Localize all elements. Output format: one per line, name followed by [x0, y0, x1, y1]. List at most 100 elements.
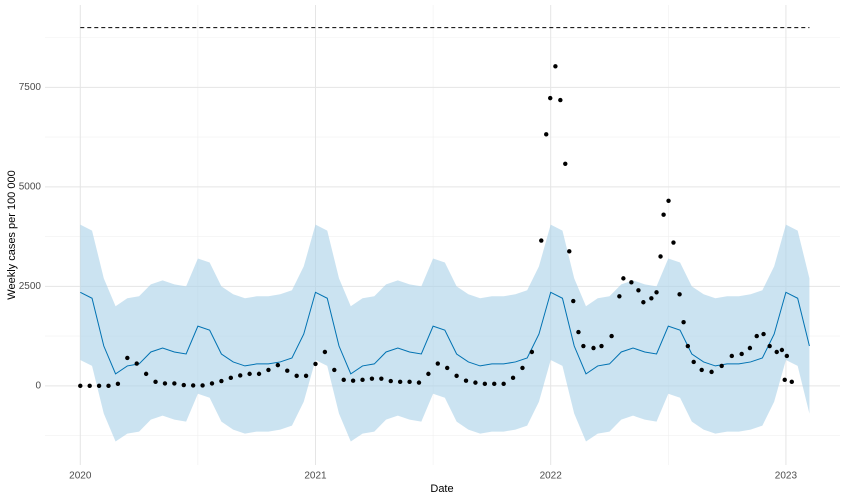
- data-point: [369, 376, 375, 381]
- data-point: [761, 331, 766, 337]
- data-point: [576, 329, 581, 335]
- data-point: [426, 371, 431, 377]
- data-point: [636, 288, 641, 293]
- data-point: [162, 381, 168, 386]
- data-point: [621, 276, 626, 281]
- data-point: [681, 319, 686, 325]
- data-point: [617, 294, 622, 299]
- data-point: [247, 371, 252, 377]
- data-point: [285, 368, 290, 373]
- data-point: [789, 379, 794, 385]
- data-point: [275, 362, 281, 368]
- data-point: [529, 349, 535, 355]
- data-point: [492, 381, 497, 387]
- data-point: [322, 349, 328, 355]
- data-point: [729, 353, 735, 359]
- data-point: [779, 347, 785, 353]
- data-point: [435, 361, 440, 366]
- y-tick-label: 7500: [19, 82, 42, 93]
- data-point: [153, 379, 158, 385]
- data-point: [181, 382, 186, 388]
- x-tick-label: 2023: [775, 471, 798, 482]
- data-point: [482, 381, 488, 387]
- data-point: [671, 240, 676, 245]
- data-point: [641, 300, 646, 305]
- data-point: [416, 380, 422, 385]
- data-point: [209, 381, 215, 386]
- data-point: [539, 238, 544, 243]
- data-point: [78, 383, 83, 389]
- data-point: [666, 198, 671, 203]
- data-point: [294, 373, 299, 379]
- data-point: [256, 371, 262, 377]
- data-point: [96, 383, 102, 389]
- data-point: [379, 376, 384, 381]
- data-point: [767, 343, 772, 349]
- x-axis-title: Date: [430, 483, 453, 495]
- data-point: [784, 353, 790, 359]
- data-point: [739, 351, 744, 357]
- data-point: [350, 378, 356, 383]
- data-point: [360, 377, 365, 383]
- data-point: [266, 367, 271, 373]
- data-point: [544, 132, 549, 137]
- data-point: [782, 377, 787, 383]
- data-point: [661, 212, 666, 217]
- data-point: [719, 363, 724, 369]
- data-point: [677, 292, 682, 297]
- x-tick-label: 2021: [304, 471, 327, 482]
- data-point: [548, 95, 553, 101]
- data-point: [303, 373, 309, 379]
- data-point: [649, 296, 654, 301]
- data-point: [691, 359, 696, 365]
- uncertainty-band: [80, 224, 810, 442]
- data-point: [581, 343, 586, 349]
- data-point: [407, 379, 412, 385]
- y-tick-label: 5000: [19, 181, 42, 192]
- data-point: [553, 64, 558, 69]
- data-point: [341, 377, 346, 383]
- data-point: [445, 365, 450, 371]
- data-point: [709, 369, 714, 375]
- data-point: [463, 378, 469, 383]
- data-point: [473, 380, 478, 385]
- data-point: [134, 361, 139, 366]
- data-point: [599, 343, 604, 349]
- data-point: [397, 379, 403, 385]
- data-point: [591, 345, 596, 351]
- data-point: [332, 367, 337, 373]
- data-point: [388, 378, 393, 384]
- data-point: [754, 333, 759, 339]
- data-point: [172, 381, 177, 386]
- data-point: [571, 298, 576, 304]
- data-point: [200, 383, 205, 388]
- data-point: [658, 254, 663, 259]
- data-point: [510, 375, 516, 381]
- data-point: [87, 383, 92, 389]
- data-point: [774, 349, 779, 355]
- data-point: [125, 355, 130, 361]
- y-tick-label: 0: [35, 380, 41, 391]
- data-point: [563, 161, 568, 166]
- data-point: [609, 333, 614, 339]
- x-tick-label: 2022: [540, 471, 563, 482]
- data-point: [558, 97, 563, 103]
- x-tick-label: 2020: [69, 471, 92, 482]
- data-point: [629, 280, 634, 285]
- data-point: [520, 365, 525, 371]
- data-point: [219, 378, 224, 384]
- data-point: [238, 373, 243, 378]
- data-point: [685, 343, 691, 349]
- data-point: [143, 371, 149, 377]
- data-point: [115, 381, 121, 387]
- data-point: [747, 345, 753, 351]
- y-axis-title: Weekly cases per 100 000: [6, 170, 18, 299]
- data-point: [654, 290, 659, 295]
- data-point: [699, 367, 704, 373]
- data-point: [313, 361, 318, 367]
- data-point: [567, 249, 572, 254]
- data-point: [228, 375, 234, 381]
- data-point: [501, 381, 506, 387]
- data-point: [190, 383, 196, 388]
